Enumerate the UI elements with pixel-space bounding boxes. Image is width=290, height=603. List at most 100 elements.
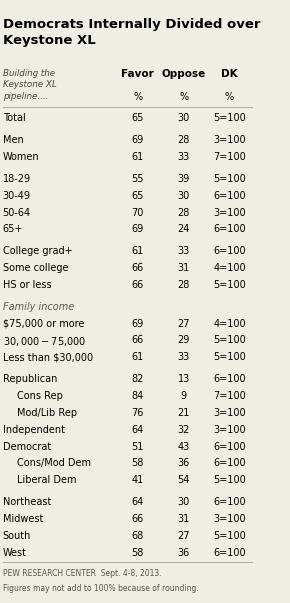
Text: 66: 66	[132, 263, 144, 273]
Text: Northeast: Northeast	[3, 497, 51, 507]
Text: 33: 33	[177, 352, 190, 362]
Text: 4=100: 4=100	[213, 263, 246, 273]
Text: Liberal Dem: Liberal Dem	[17, 475, 76, 485]
Text: Some college: Some college	[3, 263, 68, 273]
Text: 7=100: 7=100	[213, 391, 246, 401]
Text: 3=100: 3=100	[213, 514, 246, 524]
Text: 6=100: 6=100	[213, 191, 246, 201]
Text: 66: 66	[132, 335, 144, 346]
Text: %: %	[179, 92, 188, 102]
Text: HS or less: HS or less	[3, 280, 51, 290]
Text: 3=100: 3=100	[213, 425, 246, 435]
Text: 30: 30	[177, 191, 190, 201]
Text: 3=100: 3=100	[213, 135, 246, 145]
Text: 66: 66	[132, 280, 144, 290]
Text: 6=100: 6=100	[213, 497, 246, 507]
Text: Cons/Mod Dem: Cons/Mod Dem	[17, 458, 90, 469]
Text: %: %	[133, 92, 142, 102]
Text: 5=100: 5=100	[213, 335, 246, 346]
Text: DK: DK	[221, 69, 238, 80]
Text: 36: 36	[177, 548, 190, 558]
Text: West: West	[3, 548, 27, 558]
Text: 3=100: 3=100	[213, 408, 246, 418]
Text: 30: 30	[177, 497, 190, 507]
Text: Women: Women	[3, 152, 39, 162]
Text: PEW RESEARCH CENTER  Sept. 4-8, 2013.: PEW RESEARCH CENTER Sept. 4-8, 2013.	[3, 569, 161, 578]
Text: Democrat: Democrat	[3, 441, 51, 452]
Text: Democrats Internally Divided over
Keystone XL: Democrats Internally Divided over Keysto…	[3, 18, 260, 46]
Text: 5=100: 5=100	[213, 174, 246, 184]
Text: Midwest: Midwest	[3, 514, 43, 524]
Text: 6=100: 6=100	[213, 374, 246, 384]
Text: 28: 28	[177, 207, 190, 218]
Text: 43: 43	[177, 441, 190, 452]
Text: 33: 33	[177, 246, 190, 256]
Text: Republican: Republican	[3, 374, 57, 384]
Text: 41: 41	[132, 475, 144, 485]
Text: 70: 70	[131, 207, 144, 218]
Text: 55: 55	[131, 174, 144, 184]
Text: 6=100: 6=100	[213, 441, 246, 452]
Text: 21: 21	[177, 408, 190, 418]
Text: 29: 29	[177, 335, 190, 346]
Text: Favor: Favor	[121, 69, 154, 80]
Text: %: %	[225, 92, 234, 102]
Text: 31: 31	[177, 263, 190, 273]
Text: 5=100: 5=100	[213, 280, 246, 290]
Text: 30: 30	[177, 113, 190, 124]
Text: 76: 76	[131, 408, 144, 418]
Text: 36: 36	[177, 458, 190, 469]
Text: Figures may not add to 100% because of rounding.: Figures may not add to 100% because of r…	[3, 584, 198, 593]
Text: 28: 28	[177, 135, 190, 145]
Text: 5=100: 5=100	[213, 113, 246, 124]
Text: 61: 61	[132, 352, 144, 362]
Text: 3=100: 3=100	[213, 207, 246, 218]
Text: Independent: Independent	[3, 425, 65, 435]
Text: 69: 69	[132, 135, 144, 145]
Text: 7=100: 7=100	[213, 152, 246, 162]
Text: South: South	[3, 531, 31, 541]
Text: 65: 65	[131, 191, 144, 201]
Text: Oppose: Oppose	[162, 69, 206, 80]
Text: 4=100: 4=100	[213, 318, 246, 329]
Text: 58: 58	[131, 548, 144, 558]
Text: 31: 31	[177, 514, 190, 524]
Text: Less than $30,000: Less than $30,000	[3, 352, 93, 362]
Text: 82: 82	[131, 374, 144, 384]
Text: 61: 61	[132, 246, 144, 256]
Text: 13: 13	[177, 374, 190, 384]
Text: 65+: 65+	[3, 224, 23, 235]
Text: Family income: Family income	[3, 302, 74, 312]
Text: 54: 54	[177, 475, 190, 485]
Text: 51: 51	[131, 441, 144, 452]
Text: 69: 69	[132, 224, 144, 235]
Text: 27: 27	[177, 318, 190, 329]
Text: 39: 39	[177, 174, 190, 184]
Text: 61: 61	[132, 152, 144, 162]
Text: 6=100: 6=100	[213, 458, 246, 469]
Text: Mod/Lib Rep: Mod/Lib Rep	[17, 408, 77, 418]
Text: 64: 64	[132, 497, 144, 507]
Text: 66: 66	[132, 514, 144, 524]
Text: $75,000 or more: $75,000 or more	[3, 318, 84, 329]
Text: 30-49: 30-49	[3, 191, 30, 201]
Text: 65: 65	[131, 113, 144, 124]
Text: 9: 9	[181, 391, 187, 401]
Text: 84: 84	[132, 391, 144, 401]
Text: College grad+: College grad+	[3, 246, 72, 256]
Text: 33: 33	[177, 152, 190, 162]
Text: 68: 68	[132, 531, 144, 541]
Text: 6=100: 6=100	[213, 246, 246, 256]
Text: 5=100: 5=100	[213, 352, 246, 362]
Text: 58: 58	[131, 458, 144, 469]
Text: 6=100: 6=100	[213, 224, 246, 235]
Text: 24: 24	[177, 224, 190, 235]
Text: 5=100: 5=100	[213, 531, 246, 541]
Text: 64: 64	[132, 425, 144, 435]
Text: 6=100: 6=100	[213, 548, 246, 558]
Text: 5=100: 5=100	[213, 475, 246, 485]
Text: 18-29: 18-29	[3, 174, 31, 184]
Text: Men: Men	[3, 135, 23, 145]
Text: Total: Total	[3, 113, 25, 124]
Text: Building the
Keystone XL
pipeline....: Building the Keystone XL pipeline....	[3, 69, 56, 101]
